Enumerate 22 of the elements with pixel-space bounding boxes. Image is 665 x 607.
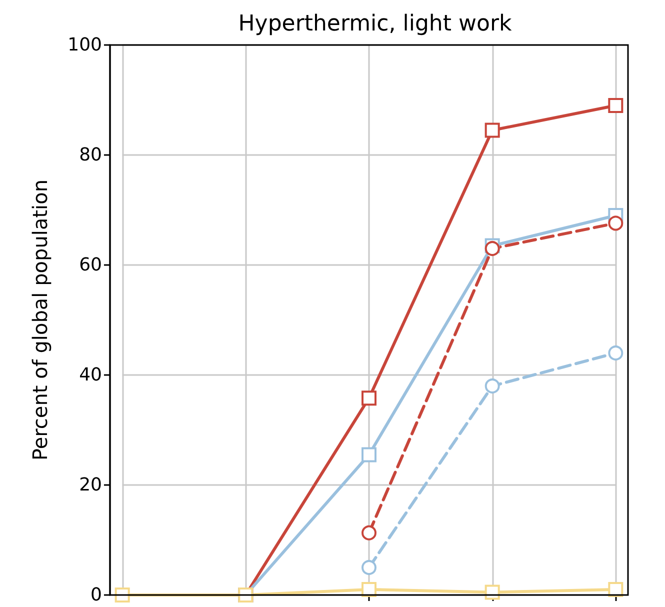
point xyxy=(608,346,624,360)
point xyxy=(362,525,376,540)
point xyxy=(114,588,130,602)
point xyxy=(608,216,624,231)
point xyxy=(484,584,500,600)
point xyxy=(484,122,500,138)
point xyxy=(362,390,376,406)
y-tick-label: 100 xyxy=(68,34,102,56)
y-tick-label: 40 xyxy=(79,364,102,386)
point xyxy=(362,447,376,462)
point xyxy=(608,98,624,113)
point xyxy=(362,560,376,575)
point xyxy=(484,241,500,256)
point xyxy=(362,582,376,597)
point xyxy=(484,378,500,394)
y-tick-label: 60 xyxy=(79,254,102,276)
chart-title: Hyperthermic, light work xyxy=(238,12,512,36)
y-tick-label: 20 xyxy=(79,474,102,496)
point xyxy=(608,582,624,597)
y-axis-title: Percent of global population xyxy=(28,179,52,461)
y-tick-label: 0 xyxy=(90,584,102,606)
y-tick-label: 80 xyxy=(79,144,102,166)
